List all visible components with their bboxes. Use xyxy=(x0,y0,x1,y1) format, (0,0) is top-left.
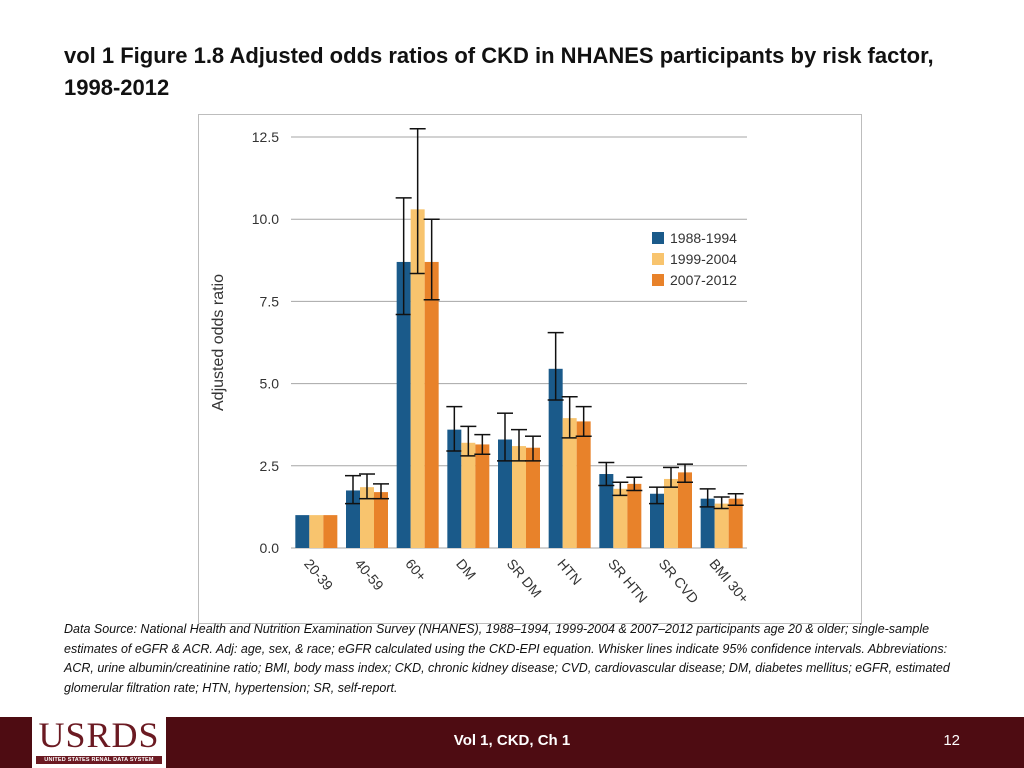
legend-swatch xyxy=(652,232,664,244)
bar xyxy=(678,472,692,548)
bar xyxy=(461,442,476,548)
usrds-logo: USRDS UNITED STATES RENAL DATA SYSTEM xyxy=(32,712,166,768)
bar xyxy=(526,447,540,548)
bar xyxy=(728,498,743,548)
y-tick-label: 7.5 xyxy=(260,293,280,309)
x-tick-label: SR CVD xyxy=(656,556,702,607)
y-tick-label: 0.0 xyxy=(260,540,280,556)
bar xyxy=(295,515,310,548)
bar xyxy=(562,418,577,548)
page-number: 12 xyxy=(943,732,960,749)
x-tick-label: 20-39 xyxy=(301,556,336,594)
logo-wordmark: USRDS xyxy=(38,715,160,755)
bar xyxy=(346,490,360,548)
legend-label: 1999-2004 xyxy=(670,251,737,267)
bar xyxy=(650,493,664,548)
bar xyxy=(396,261,411,548)
logo-subtitle: UNITED STATES RENAL DATA SYSTEM xyxy=(36,756,162,764)
y-axis-label: Adjusted odds ratio xyxy=(210,274,227,411)
bar xyxy=(512,446,526,548)
footer-bar xyxy=(0,717,1024,768)
legend-label: 1988-1994 xyxy=(670,230,737,246)
bar xyxy=(360,487,374,548)
bar xyxy=(447,429,462,548)
bar xyxy=(323,515,338,548)
x-tick-label: 40-59 xyxy=(352,556,387,594)
x-tick-label: HTN xyxy=(554,556,585,588)
bar xyxy=(475,444,490,548)
bar xyxy=(424,261,439,548)
bar xyxy=(627,483,642,548)
bar xyxy=(599,474,614,548)
bar xyxy=(700,498,715,548)
x-tick-label: SR DM xyxy=(504,556,545,601)
bar xyxy=(548,368,563,548)
x-tick-label: BMI 30+ xyxy=(706,556,752,607)
slide-title: vol 1 Figure 1.8 Adjusted odds ratios of… xyxy=(64,43,934,100)
x-tick-label: 60+ xyxy=(402,556,430,584)
bar xyxy=(498,439,512,548)
legend-swatch xyxy=(652,253,664,265)
chart-frame: 0.0 2.5 5.0 7.5 10.0 12.5 Adjusted odds ratio 2… xyxy=(198,114,862,624)
legend-swatch xyxy=(652,274,664,286)
y-tick-label: 12.5 xyxy=(252,129,279,145)
bar-chart: 0.0 2.5 5.0 7.5 10.0 12.5 Adjusted odds ratio 2… xyxy=(210,128,752,607)
y-tick-label: 10.0 xyxy=(252,211,279,227)
bar xyxy=(410,209,425,548)
y-tick-label: 2.5 xyxy=(260,458,280,474)
bar xyxy=(714,503,729,548)
legend-label: 2007-2012 xyxy=(670,272,737,288)
bar xyxy=(309,515,324,548)
bar xyxy=(613,488,628,548)
y-tick-label: 5.0 xyxy=(260,376,280,392)
x-tick-label: SR HTN xyxy=(605,556,651,606)
bar xyxy=(664,478,678,548)
bar xyxy=(374,492,388,548)
data-source-note: Data Source: National Health and Nutriti… xyxy=(64,622,950,695)
bar xyxy=(576,421,591,548)
x-tick-label: DM xyxy=(453,556,479,583)
footer-section-label: Vol 1, CKD, Ch 1 xyxy=(453,732,571,749)
